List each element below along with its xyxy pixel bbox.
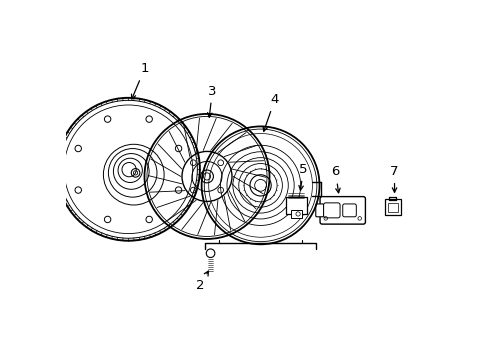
FancyBboxPatch shape (323, 203, 339, 218)
FancyBboxPatch shape (320, 197, 365, 224)
Text: 1: 1 (131, 62, 148, 99)
Text: 4: 4 (263, 93, 279, 131)
FancyBboxPatch shape (387, 203, 397, 212)
FancyBboxPatch shape (342, 204, 356, 217)
Text: 7: 7 (389, 165, 398, 192)
Text: 3: 3 (207, 85, 216, 117)
Text: 5: 5 (298, 163, 307, 190)
FancyBboxPatch shape (290, 210, 302, 217)
Text: 2: 2 (195, 271, 208, 292)
Text: 6: 6 (331, 166, 340, 193)
FancyBboxPatch shape (315, 204, 323, 217)
FancyBboxPatch shape (285, 197, 306, 213)
FancyBboxPatch shape (384, 199, 400, 215)
